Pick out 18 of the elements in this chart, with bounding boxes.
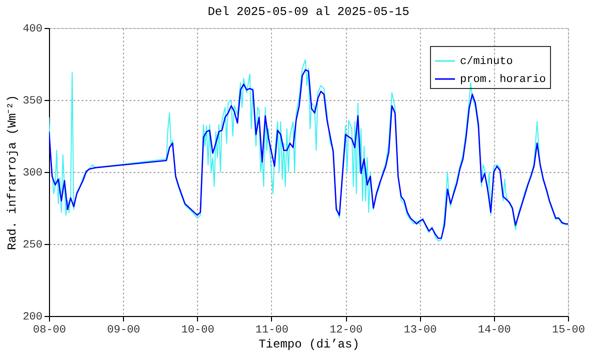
x-axis-title: Tiempo (di’as) bbox=[258, 338, 360, 352]
y-tick-label: 350 bbox=[22, 96, 42, 108]
y-tick-label: 400 bbox=[22, 24, 42, 36]
y-tick-label: 300 bbox=[22, 168, 42, 180]
x-tick-label: 11-00 bbox=[255, 324, 288, 336]
chart-title: Del 2025-05-09 al 2025-05-15 bbox=[208, 5, 410, 19]
legend-label: c/minuto bbox=[460, 56, 513, 68]
y-tick-label: 200 bbox=[22, 312, 42, 324]
x-tick-label: 14-00 bbox=[478, 324, 511, 336]
x-tick-label: 08-00 bbox=[32, 324, 66, 336]
x-tick-label: 09-00 bbox=[107, 324, 140, 336]
y-tick-label: 250 bbox=[22, 240, 42, 252]
y-axis-title: Rad. infrarroja (Wm⁻²) bbox=[6, 94, 20, 250]
legend-label: prom. horario bbox=[460, 74, 546, 86]
x-tick-label: 15-00 bbox=[552, 324, 586, 336]
x-tick-label: 10-00 bbox=[181, 324, 214, 336]
x-tick-label: 12-00 bbox=[330, 324, 363, 336]
x-tick-label: 13-00 bbox=[404, 324, 437, 336]
